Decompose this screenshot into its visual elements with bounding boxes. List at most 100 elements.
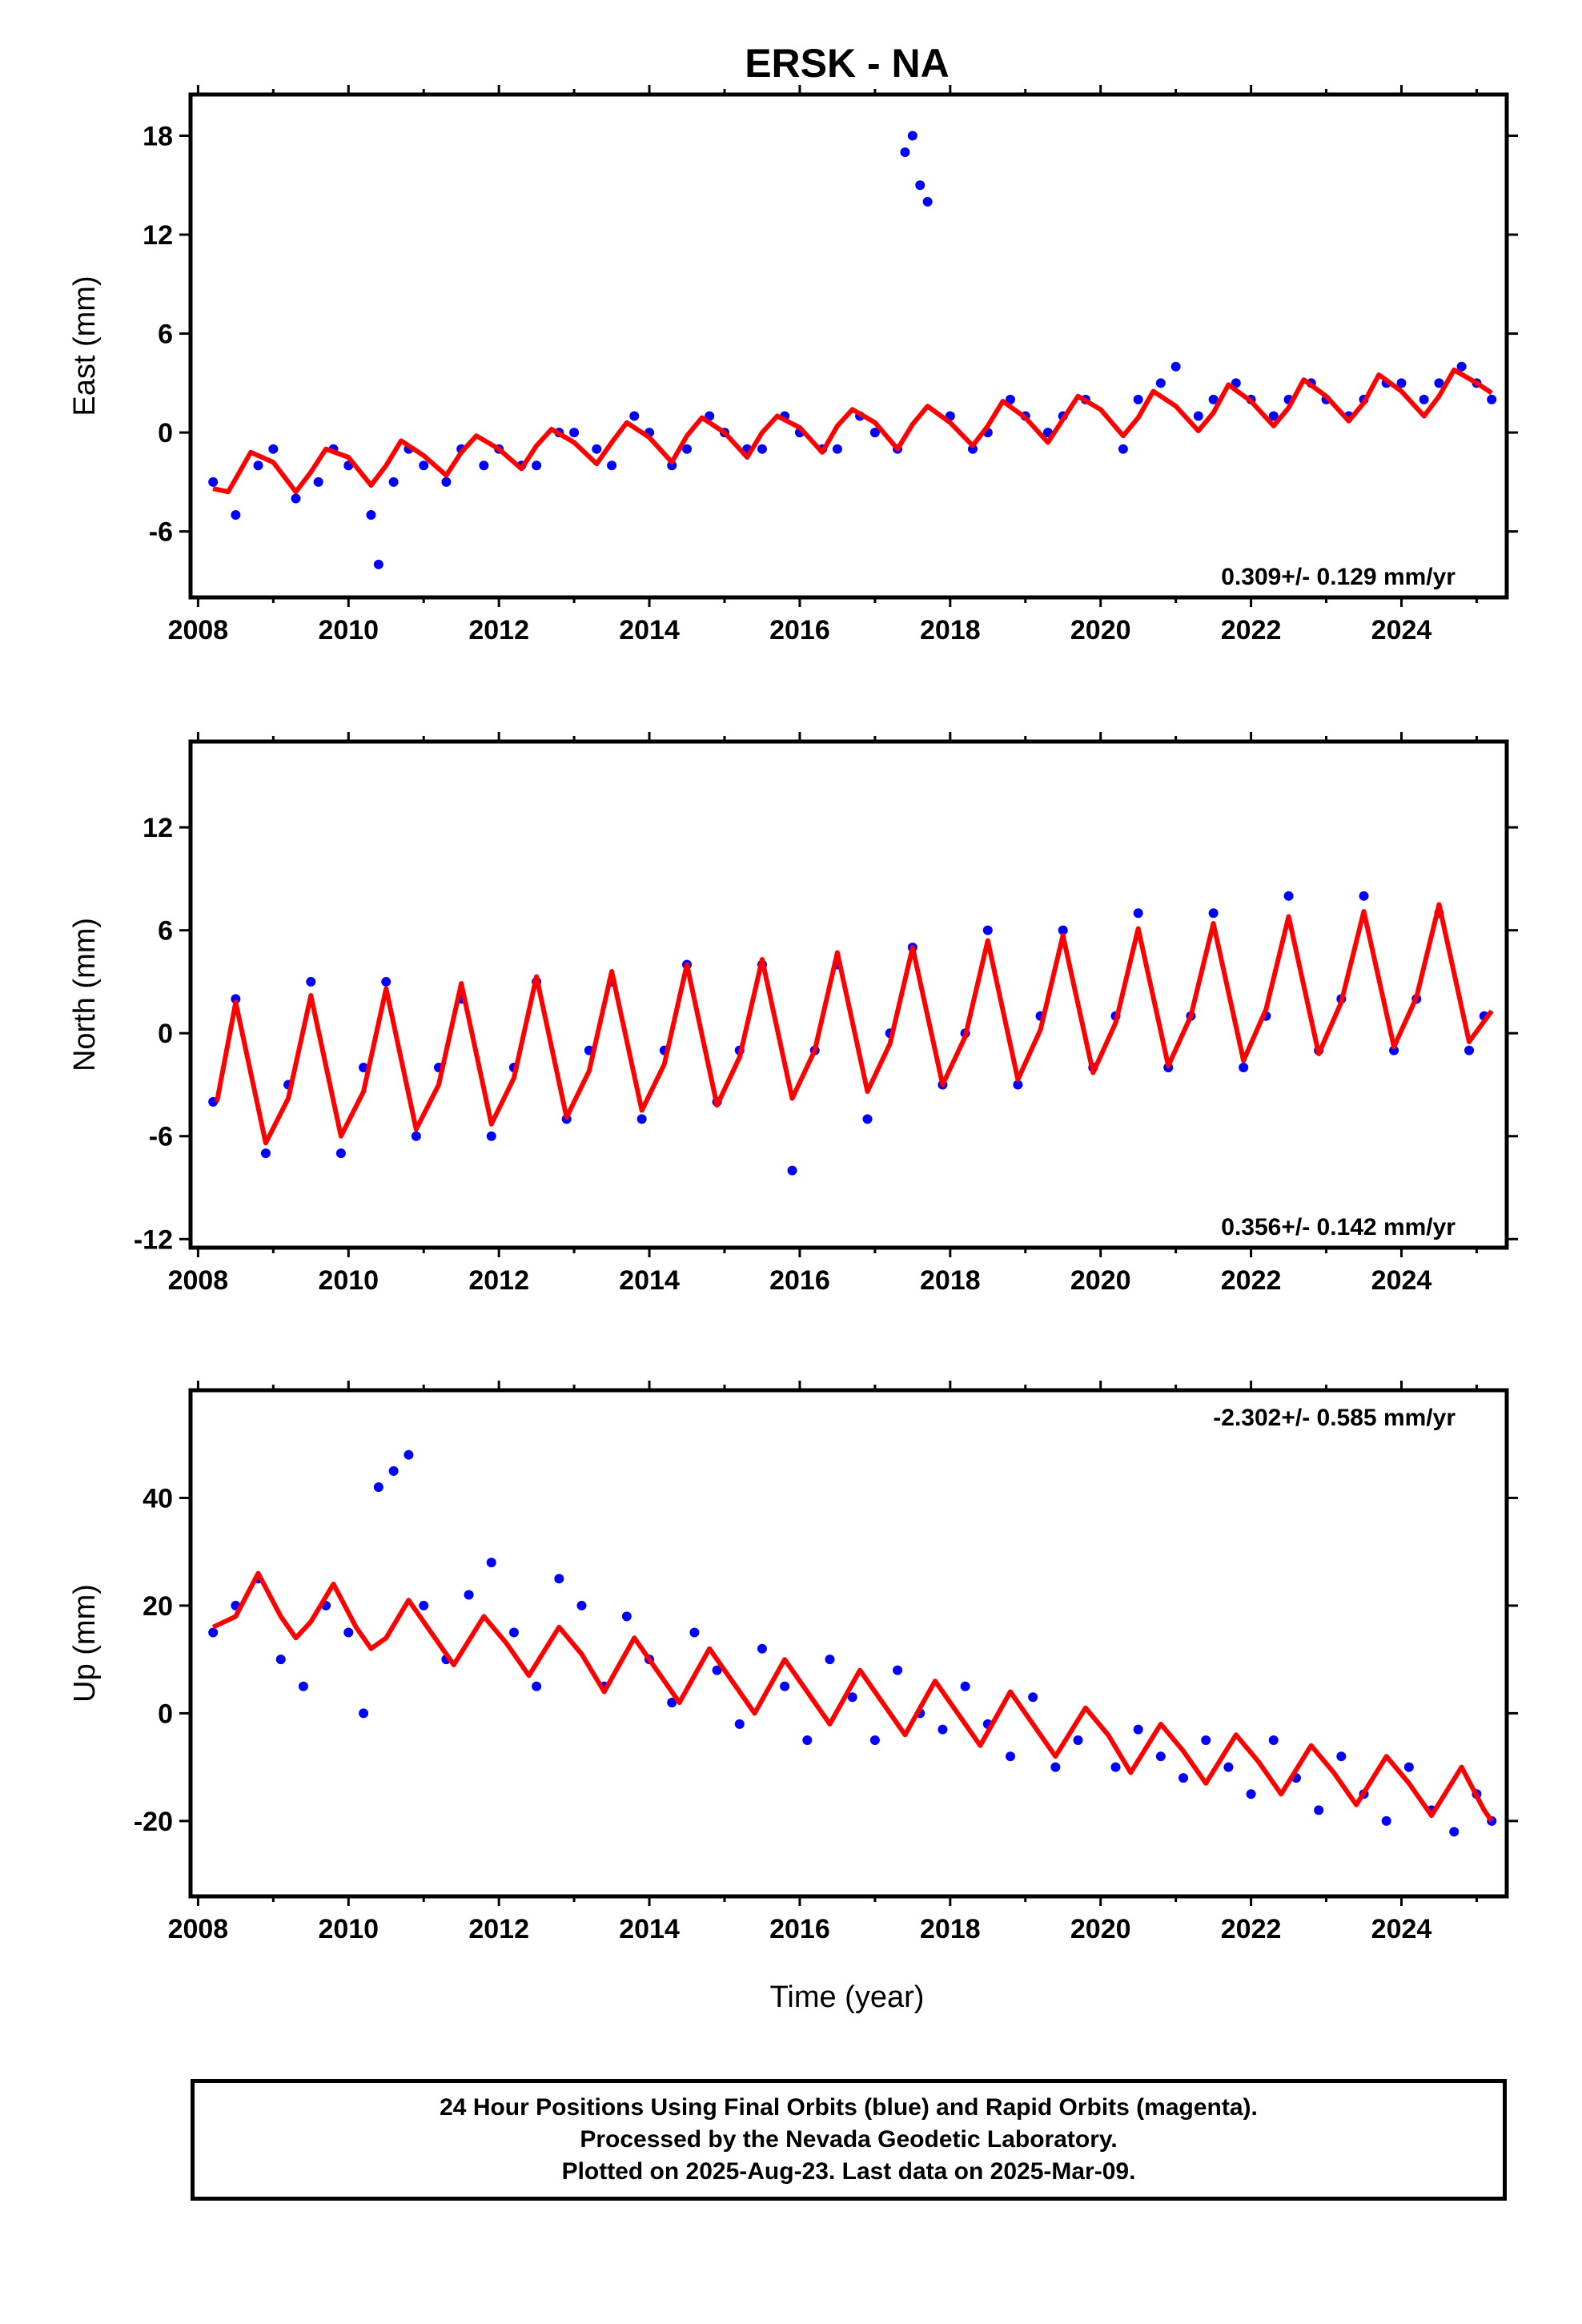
x-tick-label: 2022	[1221, 1914, 1282, 1944]
caption-line-3: Plotted on 2025-Aug-23. Last data on 202…	[561, 2158, 1136, 2185]
data-point	[532, 1681, 542, 1691]
data-point	[1058, 925, 1068, 935]
data-point	[1133, 908, 1143, 919]
data-point	[231, 994, 241, 1004]
x-tick-label: 2012	[468, 615, 529, 645]
data-point	[373, 1482, 383, 1493]
y-tick-label: 12	[143, 220, 173, 251]
data-point	[1193, 411, 1203, 421]
panels-group: 2008 2010 2012 2014 2016 2018 2020 2022 2024 18 12…	[68, 85, 1518, 1944]
y-axis-label: North (mm)	[68, 918, 102, 1072]
data-point	[1050, 1762, 1061, 1772]
data-point	[734, 1719, 745, 1729]
data-point	[1201, 1735, 1211, 1746]
x-tick-label: 2018	[920, 1914, 981, 1944]
y-axis-label: Up (mm)	[68, 1584, 102, 1703]
data-point	[1208, 394, 1219, 404]
data-point	[757, 444, 767, 454]
data-point	[712, 1665, 722, 1675]
x-tick-label: 2018	[920, 615, 981, 645]
data-point	[388, 476, 399, 487]
y-tick-label: 20	[143, 1591, 173, 1622]
data-point	[1283, 891, 1294, 901]
data-point	[486, 1558, 496, 1568]
data-point	[869, 1735, 880, 1746]
panel-2: 2008 2010 2012 2014 2016 2018 2020 2022 2024 12 6 0…	[68, 732, 1518, 1296]
data-point	[1073, 1735, 1083, 1746]
x-tick-label: 2024	[1371, 615, 1432, 645]
data-point	[1419, 394, 1429, 404]
caption-line-2: Processed by the Nevada Geodetic Laborat…	[580, 2126, 1118, 2153]
caption-line-1: 24 Hour Positions Using Final Orbits (bl…	[440, 2094, 1258, 2121]
y-tick-label: -20	[134, 1807, 173, 1837]
data-point	[253, 460, 263, 471]
data-point	[900, 147, 910, 158]
fit-line	[211, 1570, 1494, 1823]
x-tick-label: 2014	[619, 1914, 680, 1944]
data-point	[1118, 444, 1128, 454]
data-point	[291, 493, 301, 504]
fit-line	[212, 367, 1493, 495]
x-tick-label: 2016	[769, 1914, 830, 1944]
velocity-rate-label: 0.309+/- 0.129 mm/yr	[1221, 564, 1456, 590]
data-point	[508, 1627, 519, 1638]
data-point	[802, 1735, 813, 1746]
data-point	[1223, 1762, 1234, 1772]
data-point	[1005, 394, 1015, 404]
velocity-rate-label: -2.302+/- 0.585 mm/yr	[1213, 1405, 1456, 1431]
data-point	[532, 460, 542, 471]
data-layer	[208, 131, 1497, 569]
data-point	[486, 1131, 496, 1141]
data-point	[960, 1681, 970, 1691]
x-tick-label: 2012	[468, 1914, 529, 1944]
x-tick-label: 2008	[168, 1914, 229, 1944]
data-point	[464, 1590, 474, 1600]
x-tick-label: 2022	[1221, 615, 1282, 645]
data-point	[1208, 908, 1219, 919]
data-point	[757, 1643, 767, 1654]
data-point	[592, 444, 602, 454]
data-point	[907, 131, 917, 141]
data-point	[689, 1627, 700, 1638]
x-tick-label: 2010	[318, 615, 379, 645]
x-tick-label: 2024	[1371, 1265, 1432, 1296]
data-point	[388, 1466, 399, 1476]
x-tick-label: 2008	[168, 1265, 229, 1296]
data-point	[343, 1627, 354, 1638]
plot-frame	[188, 92, 1509, 600]
data-point	[419, 1600, 429, 1610]
data-point	[1155, 378, 1166, 388]
data-point	[780, 1681, 790, 1691]
x-tick-label: 2020	[1070, 1914, 1131, 1944]
data-point	[1268, 1735, 1279, 1746]
data-point	[862, 1114, 873, 1124]
data-point	[1464, 1045, 1475, 1055]
caption-box: 24 Hour Positions Using Final Orbits (bl…	[191, 2079, 1507, 2201]
data-point	[787, 1165, 797, 1176]
x-tick-label: 2010	[318, 1265, 379, 1296]
data-point	[1110, 1762, 1121, 1772]
data-point	[554, 1574, 564, 1584]
data-point	[419, 460, 429, 471]
data-point	[1449, 1827, 1460, 1837]
data-point	[629, 411, 640, 421]
data-point	[260, 1148, 271, 1159]
data-point	[1133, 394, 1143, 404]
panel-1: 2008 2010 2012 2014 2016 2018 2020 2022 2024 18 12…	[68, 85, 1518, 645]
data-point	[847, 1692, 857, 1703]
x-tick-label: 2020	[1070, 615, 1131, 645]
chart-title: ERSK - NA	[745, 41, 950, 86]
x-tick-label: 2016	[769, 615, 830, 645]
data-point	[411, 1131, 421, 1141]
data-point	[1359, 891, 1369, 901]
y-axis-label: East (mm)	[68, 275, 102, 416]
data-layer	[208, 1449, 1497, 1837]
data-point	[359, 1708, 369, 1719]
y-tick-label: 18	[143, 121, 173, 151]
data-point	[621, 1611, 632, 1622]
y-tick-label: 0	[158, 1019, 173, 1049]
data-point	[1456, 361, 1467, 372]
panel-3: 2008 2010 2012 2014 2016 2018 2020 2022 2024 40 20…	[68, 1381, 1518, 1944]
data-point	[366, 510, 376, 521]
data-point	[306, 976, 316, 987]
